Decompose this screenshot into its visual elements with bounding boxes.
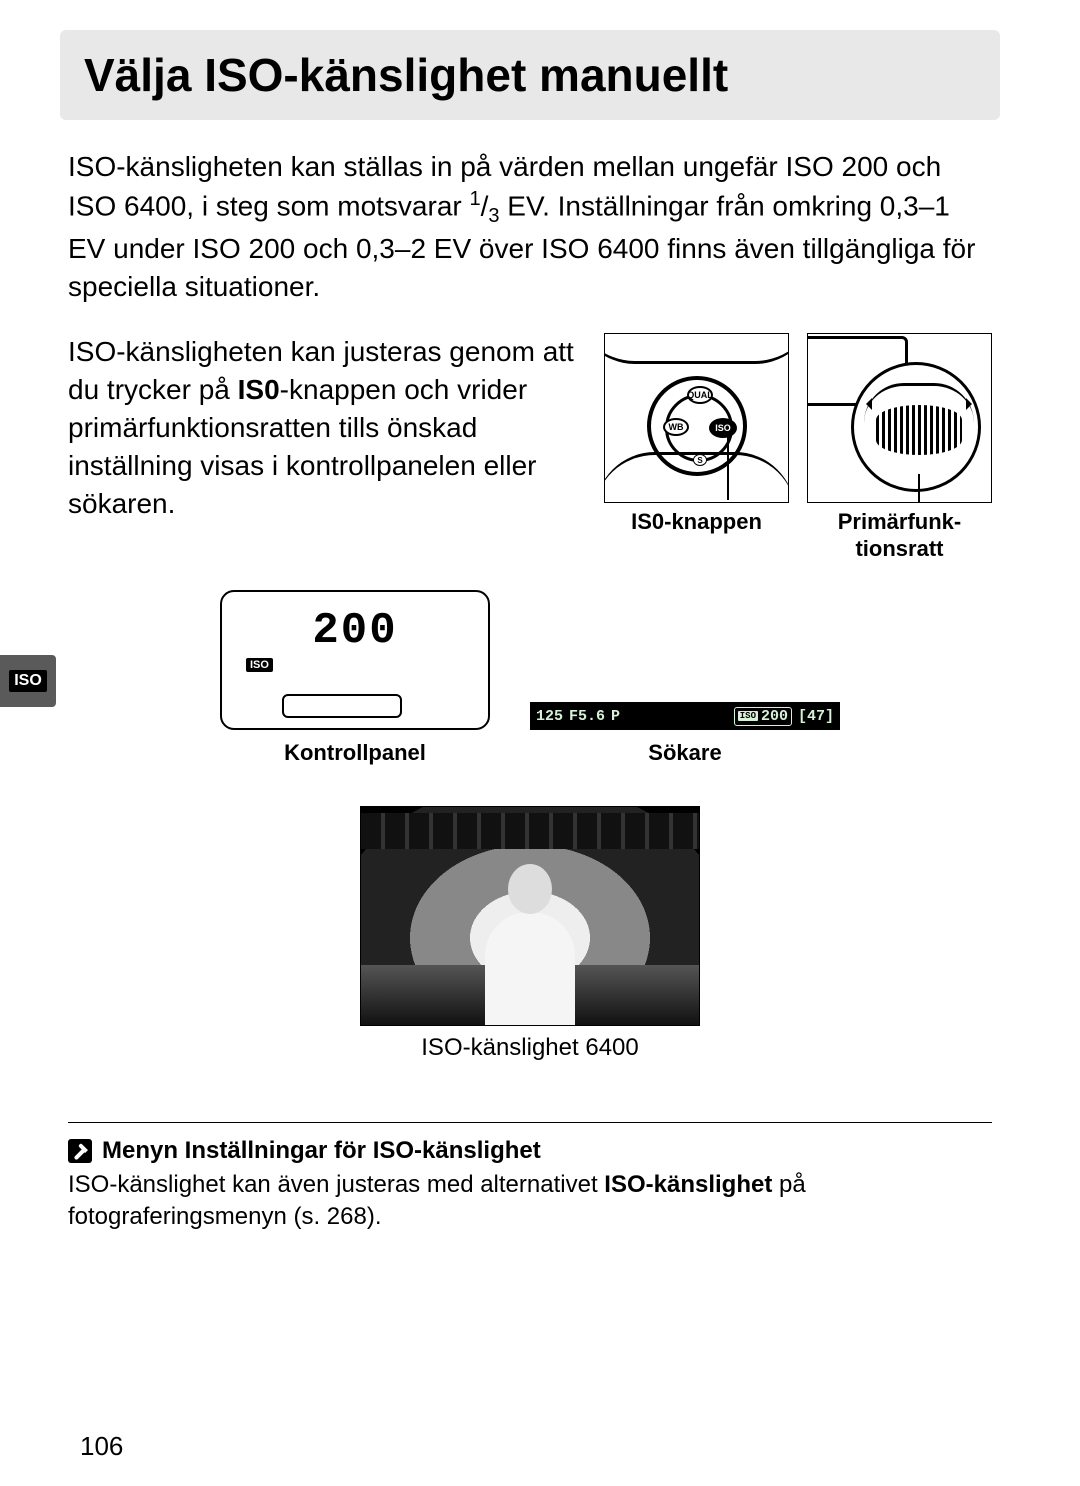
iso-button-illustration: QUAL WB ISO S (604, 333, 789, 503)
note-body-bold: ISO-känslighet (604, 1171, 772, 1198)
viewfinder-column: 125 F5.6 P ISO 200 [47] Sökare (530, 702, 840, 766)
fraction-denominator: 3 (488, 205, 499, 227)
vf-fprefix: F (569, 708, 578, 725)
vf-aperture: 5.6 (578, 708, 605, 725)
viewfinder-caption: Sökare (648, 740, 721, 766)
command-dial-caption: Primärfunk- tionsratt (838, 509, 961, 562)
side-tab-label: ISO (9, 670, 47, 692)
iso-button-caption: IS0-knappen (631, 509, 762, 535)
sample-photo-block: ISO-känslighet 6400 (60, 806, 1000, 1062)
vf-mode: P (611, 708, 620, 725)
sample-photo (360, 806, 700, 1026)
viewfinder-display: 125 F5.6 P ISO 200 [47] (530, 702, 840, 730)
side-tab: ISO (0, 655, 56, 707)
note-body-a: ISO-känslighet kan även justeras med alt… (68, 1171, 604, 1198)
figure-command-dial: Primärfunk- tionsratt (807, 333, 992, 562)
note-section: Menyn Inställningar för ISO-känslighet I… (68, 1122, 992, 1234)
page-number: 106 (80, 1431, 123, 1462)
page-title: Välja ISO-känslighet manuellt (84, 48, 976, 102)
instruction-paragraph: ISO-känsligheten kan justeras genom att … (68, 333, 580, 562)
title-bar: Välja ISO-känslighet manuellt (60, 30, 1000, 120)
note-body: ISO-känslighet kan även justeras med alt… (68, 1169, 992, 1234)
control-panel-caption: Kontrollpanel (284, 740, 426, 766)
iso-bold: IS0 (238, 374, 280, 405)
figure-iso-button: QUAL WB ISO S IS0-knappen (604, 333, 789, 535)
vf-frames: [47] (798, 708, 834, 725)
sample-photo-caption: ISO-känslighet 6400 (421, 1034, 638, 1062)
vf-iso-value: 200 (761, 708, 788, 725)
pencil-icon (68, 1139, 92, 1163)
lcd-iso-badge: ISO (246, 658, 273, 672)
vf-iso-label: ISO (738, 711, 758, 721)
vf-shutter: 125 (536, 708, 563, 725)
dial-iso-label: ISO (709, 418, 737, 438)
control-panel-column: 200 ISO Kontrollpanel (220, 590, 490, 766)
intro-paragraph: ISO-känsligheten kan ställas in på värde… (60, 148, 1000, 305)
control-panel-lcd: 200 ISO (220, 590, 490, 730)
lcd-iso-value: 200 (222, 606, 488, 656)
fraction-numerator: 1 (470, 188, 481, 210)
command-dial-illustration (807, 333, 992, 503)
note-heading: Menyn Inställningar för ISO-känslighet (102, 1137, 541, 1165)
